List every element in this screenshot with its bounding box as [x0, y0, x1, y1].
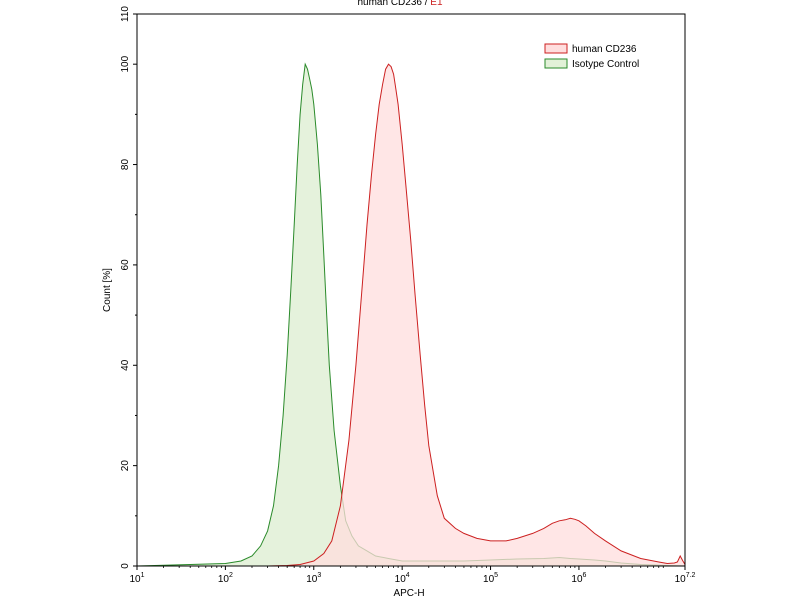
- x-tick-label: 106: [571, 572, 586, 585]
- chart-title: human CD236 / E1: [0, 0, 800, 8]
- legend-label-isotype-control: Isotype Control: [572, 59, 639, 70]
- x-tick-label: 107.2: [675, 572, 696, 585]
- y-axis-label: Count [%]: [102, 268, 113, 312]
- x-tick-label: 101: [129, 572, 144, 585]
- x-tick-label: 102: [218, 572, 233, 585]
- y-tick-label: 80: [120, 159, 131, 171]
- x-tick-label: 105: [483, 572, 498, 585]
- plot-border: [136, 13, 686, 567]
- series-line-human-cd236: [137, 63, 686, 567]
- y-axis: 0 20 40 60 80 100 110 Count [%]: [102, 6, 137, 569]
- y-tick-label: 100: [120, 55, 131, 72]
- chart-title-gate: E1: [430, 0, 443, 8]
- series-areas: [136, 62, 686, 567]
- x-axis-label: APC-H: [393, 588, 424, 599]
- y-tick-label: 110: [120, 6, 131, 22]
- x-tick-label: 104: [395, 572, 410, 585]
- legend-swatch-isotype-control: [544, 58, 568, 69]
- legend-label-human-cd236: human CD236: [572, 44, 637, 55]
- chart-title-separator: /: [424, 0, 428, 8]
- legend: human CD236 Isotype Control: [544, 43, 639, 70]
- plot-frame: [136, 13, 686, 567]
- chart-title-sample: human CD236: [357, 0, 422, 8]
- y-tick-label: 20: [120, 460, 131, 472]
- y-tick-label: 40: [120, 359, 131, 371]
- y-tick-label: 60: [120, 259, 131, 271]
- x-axis: 101 102 103 104 105 106 107.2 APC-H: [129, 566, 696, 599]
- x-tick-label: 103: [306, 572, 321, 585]
- series-area-human-cd236: [137, 64, 685, 566]
- legend-swatch-human-cd236: [544, 43, 568, 54]
- y-tick-label: 0: [120, 563, 131, 569]
